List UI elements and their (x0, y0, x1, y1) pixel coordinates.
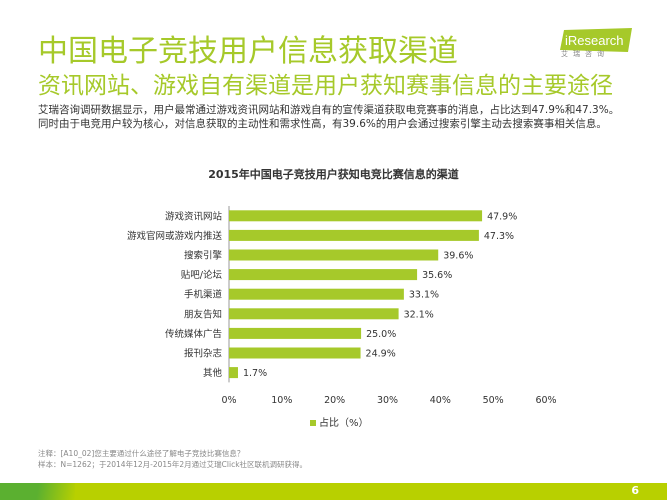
category-label: 贴吧/论坛 (181, 269, 223, 281)
data-label: 47.9% (487, 211, 517, 222)
page-subtitle: 资讯网站、游戏自有渠道是用户获知赛事信息的主要途径 (38, 73, 613, 99)
logo-subtitle: 艾瑞咨询 (561, 50, 609, 58)
category-label: 传统媒体广告 (165, 328, 222, 340)
footer-bar: 6 (0, 483, 667, 500)
notes: 注释：[A10_02]您主要通过什么途径了解电子竞技比赛信息？ 样本：N=1262… (38, 448, 307, 470)
bar (229, 347, 361, 359)
bar (229, 288, 404, 300)
data-label: 24.9% (366, 349, 396, 360)
data-label: 1.7% (243, 368, 267, 379)
x-tick-label: 40% (430, 395, 451, 406)
footer-accent (0, 483, 75, 500)
x-tick-label: 10% (271, 395, 292, 406)
bar (229, 249, 439, 261)
x-tick-label: 30% (377, 395, 398, 406)
x-tick-label: 0% (221, 395, 236, 406)
data-label: 25.0% (366, 329, 396, 340)
data-label: 32.1% (404, 309, 434, 320)
bar (229, 229, 479, 241)
legend-swatch (310, 420, 316, 426)
page-title: 中国电子竞技用户信息获取渠道 (38, 34, 458, 69)
x-tick-label: 20% (324, 395, 345, 406)
chart-title: 2015年中国电子竞技用户获知电竞比赛信息的渠道 (208, 168, 459, 181)
page-number: 6 (631, 484, 639, 497)
category-label: 朋友告知 (184, 308, 222, 320)
category-label: 报刊杂志 (184, 348, 222, 360)
note-line: 注释：[A10_02]您主要通过什么途径了解电子竞技比赛信息？ (38, 449, 245, 458)
data-label: 39.6% (443, 251, 473, 262)
legend: 占比（%） (310, 414, 369, 429)
bar (229, 327, 362, 339)
category-label: 手机渠道 (184, 289, 223, 301)
description: 艾瑞咨询调研数据显示，用户最常通过游戏资讯网站和游戏自有的宣传渠道获取电竞赛事的… (38, 104, 620, 130)
category-label: 游戏官网或游戏内推送 (127, 230, 223, 242)
category-label: 游戏资讯网站 (165, 210, 223, 222)
x-tick-label: 50% (483, 395, 504, 406)
legend-label: 占比（%） (319, 418, 369, 429)
data-label: 35.6% (422, 270, 452, 281)
bar (229, 269, 418, 281)
data-label: 47.3% (484, 231, 514, 242)
x-tick-label: 60% (535, 395, 556, 406)
sample-line: 样本：N=1262；于2014年12月-2015年2月通过艾瑞Click社区联机… (38, 460, 308, 469)
category-label: 搜索引擎 (184, 250, 223, 262)
bar (229, 367, 238, 379)
bar (229, 210, 483, 222)
category-label: 其他 (203, 367, 223, 379)
bar (229, 308, 399, 320)
svg-text:iResearch: iResearch (565, 33, 624, 48)
iresearch-logo: iResearch (560, 28, 632, 52)
data-label: 33.1% (409, 290, 439, 301)
